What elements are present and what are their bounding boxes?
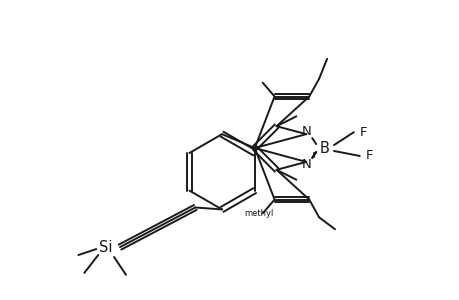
Text: methyl: methyl	[244, 209, 273, 218]
Text: F: F	[359, 126, 367, 139]
Text: F: F	[365, 149, 373, 162]
Text: B: B	[319, 140, 328, 155]
Text: Si: Si	[99, 240, 112, 255]
Text: N: N	[301, 125, 310, 138]
Text: N: N	[301, 158, 310, 171]
